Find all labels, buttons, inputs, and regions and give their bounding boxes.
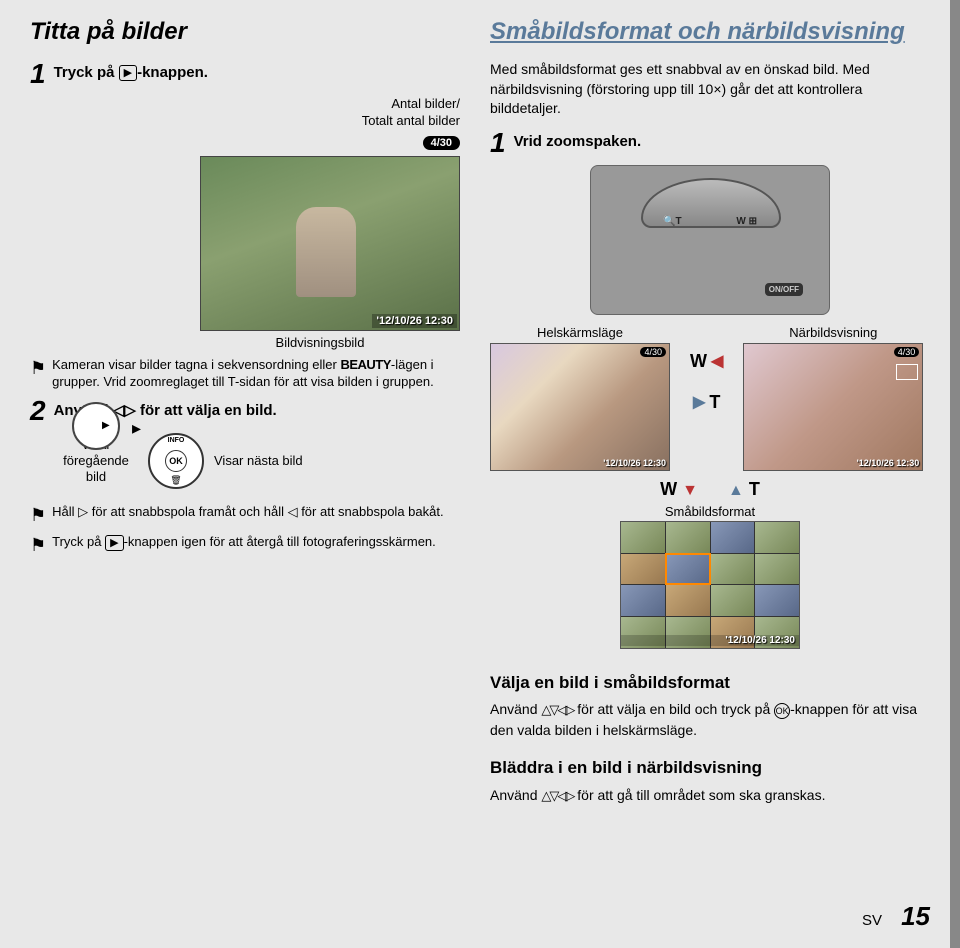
closeup-thumb: 4/30 '12/10/26 12:30 xyxy=(743,343,923,471)
closeup-caption: Närbildsvisning xyxy=(743,325,923,340)
right-intro: Med småbildsformat ges ett snabbval av e… xyxy=(490,60,930,119)
left-title: Titta på bilder xyxy=(30,18,460,46)
timestamp: '12/10/26 12:30 xyxy=(603,458,666,468)
bottom-section: Välja en bild i småbildsformat Använd △▽… xyxy=(490,670,930,806)
thumbnail-grid xyxy=(620,521,800,649)
main-timestamp: '12/10/26 12:30 xyxy=(372,314,457,328)
counter-badge: 4/30 xyxy=(640,347,666,357)
ok-button-icon: OK xyxy=(165,450,187,472)
arrow-down-icon: ▼ xyxy=(682,482,698,499)
note2-text: Håll ▷ för att snabbspola framåt och hål… xyxy=(52,503,443,527)
fullscreen-thumb: 4/30 '12/10/26 12:30 xyxy=(490,343,670,471)
w-arrow: W◀ xyxy=(690,351,723,372)
arrows-4way-icon: △▽◁▷ xyxy=(541,702,573,717)
zoom-ring-icon xyxy=(641,178,781,228)
t-arrow: ▶T xyxy=(693,392,720,413)
right-step-1: 1 Vrid zoomspaken. xyxy=(490,129,930,157)
sec2-title: Bläddra i en bild i närbildsvisning xyxy=(490,755,930,781)
image-counter-badge: 4/30 xyxy=(423,136,460,150)
grid-caption: Småbildsformat xyxy=(490,504,930,519)
count-note-l1: Antal bilder/ xyxy=(391,96,460,111)
language-code: SV xyxy=(862,912,882,929)
fullscreen-block: Helskärmsläge 4/30 '12/10/26 12:30 xyxy=(490,325,670,471)
display-image: '12/10/26 12:30 xyxy=(200,156,460,331)
onoff-label: ON/OFF xyxy=(765,283,803,296)
page-number: 15 xyxy=(901,901,930,931)
left-step-1: 1 Tryck på ▶-knappen. xyxy=(30,60,460,88)
main-caption: Bildvisningsbild xyxy=(180,335,460,350)
arrow-right-icon: ▶ xyxy=(693,392,705,412)
w-down: W ▼ xyxy=(660,479,698,500)
counter-badge: 4/30 xyxy=(894,347,920,357)
step1-text-after: -knappen. xyxy=(137,64,208,81)
play-button-icon: ▶ xyxy=(119,65,137,81)
page-footer: SV 15 xyxy=(862,901,930,932)
camera-diagram: 🔍T W ⊞ ON/OFF xyxy=(590,165,830,315)
arrow-up-icon: ▲ xyxy=(728,482,744,499)
thumb-row-top: Helskärmsläge 4/30 '12/10/26 12:30 W◀ ▶T… xyxy=(490,325,930,471)
step2-after: för att välja en bild. xyxy=(136,402,277,419)
timestamp: '12/10/26 12:30 xyxy=(857,458,920,468)
fullscreen-caption: Helskärmsläge xyxy=(490,325,670,340)
zoom-marker xyxy=(896,364,918,380)
page-columns: Titta på bilder 1 Tryck på ▶-knappen. An… xyxy=(0,0,960,820)
grid-timestamp: '12/10/26 12:30 xyxy=(621,635,799,646)
wt-horizontal: W ▼ ▲ T xyxy=(490,479,930,500)
right-column: Småbildsformat och närbildsvisning Med s… xyxy=(490,18,930,820)
step-number: 2 xyxy=(30,397,46,425)
next-image-label: Visar nästa bild xyxy=(214,453,324,469)
play-icon: ▶ xyxy=(102,420,110,431)
caution-icon: ⚑ xyxy=(30,533,46,557)
right-step1-text: Vrid zoomspaken. xyxy=(514,133,642,150)
count-note: Antal bilder/ Totalt antal bilder xyxy=(30,96,460,130)
arrows-4way-icon: △▽◁▷ xyxy=(541,788,573,803)
note3-before: Tryck på xyxy=(52,534,105,549)
sec2-before: Använd xyxy=(490,787,541,803)
arrow-left-icon: ◀ xyxy=(711,351,723,371)
page-edge-bar xyxy=(950,0,960,948)
note1-before: Kameran visar bilder tagna i sekvensordn… xyxy=(52,357,340,372)
nav-controller-row: Visar föregående bild INFO OK 🗑 Visar nä… xyxy=(54,433,460,489)
left-column: Titta på bilder 1 Tryck på ▶-knappen. An… xyxy=(30,18,460,820)
t-label: 🔍T xyxy=(663,216,682,227)
ok-button-icon: OK xyxy=(774,703,790,719)
note3-after: -knappen igen för att återgå till fotogr… xyxy=(124,534,436,549)
w-label: W ⊞ xyxy=(736,216,757,227)
note-1: ⚑ Kameran visar bilder tagna i sekvensor… xyxy=(30,356,460,391)
beauty-label: BEAUTY xyxy=(340,357,390,372)
step1-text-before: Tryck på xyxy=(54,64,119,81)
t-up: ▲ T xyxy=(728,479,760,500)
trash-icon: 🗑 xyxy=(170,475,181,486)
sec2-after: för att gå till området som ska granskas… xyxy=(573,787,825,803)
sec1-before: Använd xyxy=(490,701,541,717)
play-button-icon: ▶ xyxy=(105,535,123,551)
count-note-l2: Totalt antal bilder xyxy=(362,113,460,128)
step-number: 1 xyxy=(30,60,46,88)
closeup-block: Närbildsvisning 4/30 '12/10/26 12:30 xyxy=(743,325,923,471)
right-title: Småbildsformat och närbildsvisning xyxy=(490,18,930,46)
info-label: INFO xyxy=(168,437,185,444)
sec1-title: Välja en bild i småbildsformat xyxy=(490,670,930,696)
dpad-controller-icon: INFO OK 🗑 xyxy=(148,433,204,489)
joystick-icon: ▶ xyxy=(72,402,120,450)
wt-arrows-col: W◀ ▶T xyxy=(690,325,723,413)
selected-cell xyxy=(666,554,710,585)
caution-icon: ⚑ xyxy=(30,356,46,391)
note-2: ⚑ Håll ▷ för att snabbspola framåt och h… xyxy=(30,503,460,527)
caution-icon: ⚑ xyxy=(30,503,46,527)
note-3: ⚑ Tryck på ▶-knappen igen för att återgå… xyxy=(30,533,460,557)
sec1-mid: för att välja en bild och tryck på xyxy=(573,701,774,717)
step-number: 1 xyxy=(490,129,506,157)
